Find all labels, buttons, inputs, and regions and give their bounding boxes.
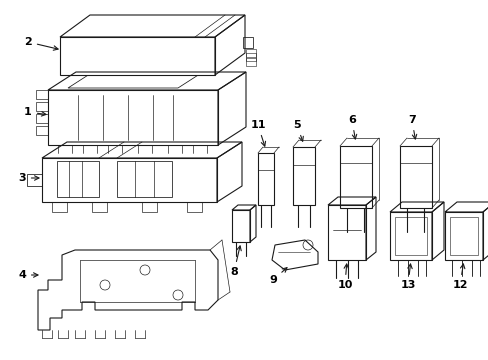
Text: 6: 6 [347,115,356,139]
Text: 5: 5 [293,120,303,141]
Text: 1: 1 [24,107,46,117]
Text: 13: 13 [400,264,415,290]
Text: 8: 8 [230,246,241,277]
Text: 4: 4 [18,270,38,280]
Text: 3: 3 [18,173,39,183]
Text: 10: 10 [337,264,352,290]
Text: 9: 9 [268,267,286,285]
Text: 11: 11 [250,120,265,146]
Text: 12: 12 [451,264,467,290]
Text: 2: 2 [24,37,58,50]
Text: 7: 7 [407,115,416,139]
